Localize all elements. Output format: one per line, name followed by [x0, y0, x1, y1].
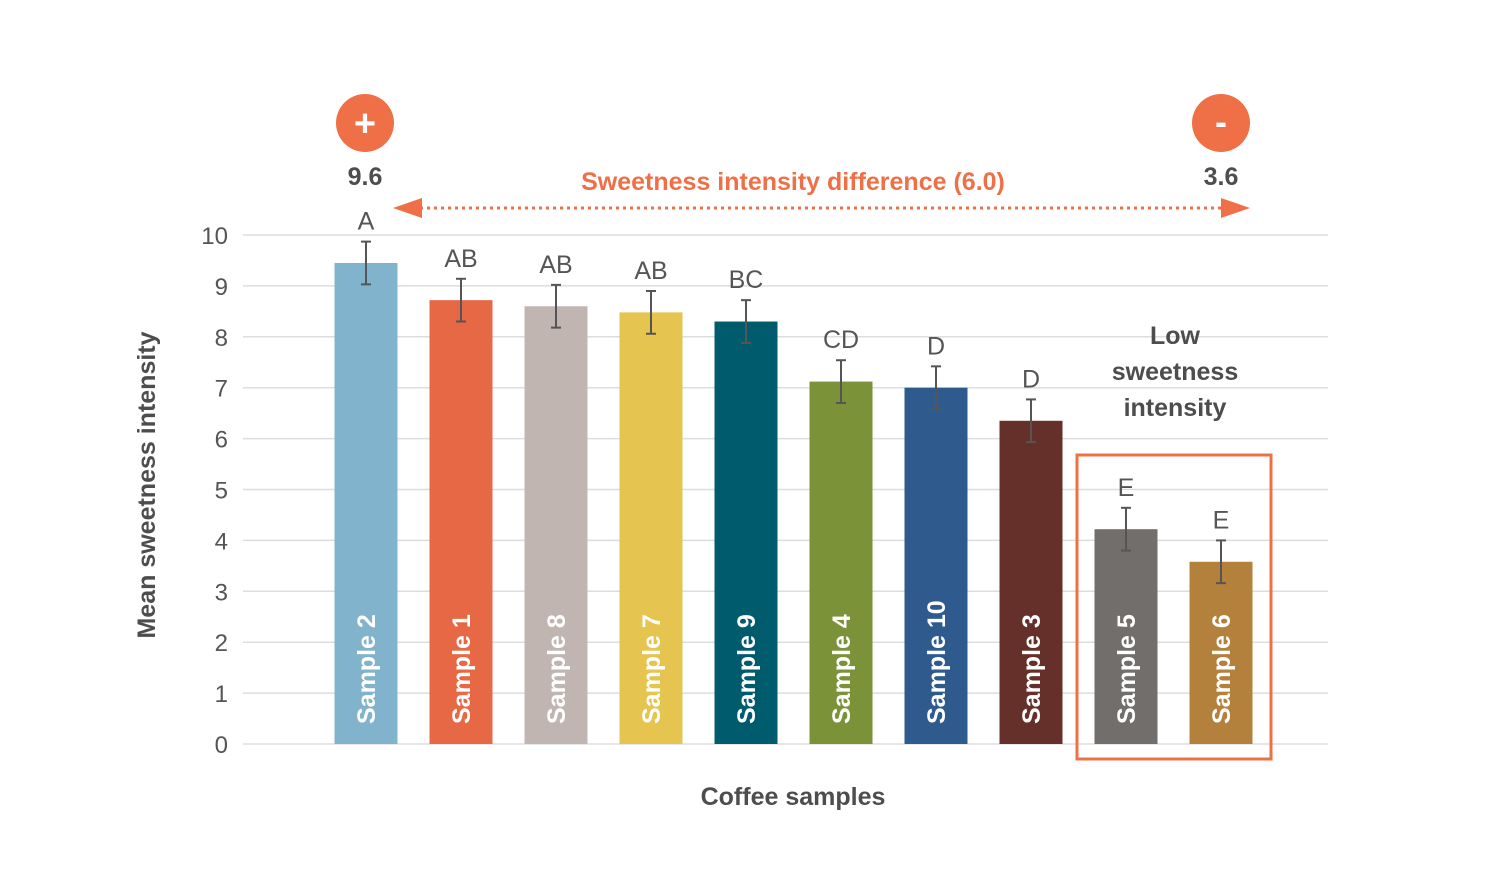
bar-sample-6 [1189, 561, 1253, 744]
bar-labels: Sample 2 Sample 1 Sample 8 Sample 7 Sample 9… [353, 600, 1236, 724]
bar-label-sample-2: Sample 2 [353, 614, 381, 724]
group-letter-sample-10: D [927, 332, 945, 360]
bar-sample-10 [904, 387, 968, 744]
high-value-label: 9.6 [348, 163, 383, 191]
bar-label-sample-6: Sample 6 [1208, 614, 1236, 724]
group-letter-sample-9: BC [729, 266, 764, 294]
arrow-right-icon [1221, 198, 1250, 218]
error-bar-sample-4 [836, 359, 846, 404]
bar-sample-4 [809, 381, 873, 744]
bar-label-sample-3: Sample 3 [1018, 614, 1046, 724]
x-axis-title: Coffee samples [701, 783, 886, 811]
bar-sample-8 [524, 306, 588, 744]
error-bar-sample-5 [1121, 506, 1131, 552]
error-bar-sample-3 [1026, 398, 1036, 444]
difference-arrow [393, 198, 1250, 218]
low-group-label-line-1: Low [1150, 322, 1201, 350]
y-tick-label-6: 6 [215, 427, 228, 454]
y-axis-title: Mean sweetness intensity [133, 331, 161, 638]
y-tick-label-1: 1 [215, 681, 228, 708]
plus-icon: + [354, 103, 376, 145]
low-group-highlight-box [1075, 453, 1273, 761]
bar-sample-5 [1094, 529, 1158, 744]
bar-label-sample-7: Sample 7 [638, 614, 666, 724]
error-bar-sample-1 [456, 277, 466, 323]
bar-sample-1 [429, 300, 493, 744]
group-letters: A AB AB AB BC CD D D E E [358, 208, 1230, 535]
y-tick-label-4: 4 [215, 528, 228, 555]
y-tick-label-9: 9 [215, 274, 228, 301]
group-letter-sample-2: A [358, 208, 375, 236]
bar-sample-2 [334, 262, 398, 744]
y-tick-label-5: 5 [215, 478, 228, 505]
error-bar-sample-6 [1216, 539, 1226, 585]
group-letter-sample-3: D [1022, 365, 1040, 393]
arrow-left-icon [393, 198, 422, 218]
bar-label-sample-4: Sample 4 [828, 614, 856, 724]
minus-icon: - [1215, 101, 1227, 142]
plus-badge: + [336, 94, 394, 152]
group-letter-sample-1: AB [444, 245, 477, 273]
low-value-label: 3.6 [1204, 163, 1239, 191]
y-tick-label-0: 0 [215, 732, 228, 759]
low-group-label-line-3: intensity [1124, 394, 1227, 422]
bar-label-sample-5: Sample 5 [1113, 614, 1141, 724]
y-tick-label-7: 7 [215, 376, 228, 403]
minus-circle [1192, 94, 1250, 152]
error-bars [361, 240, 1226, 585]
group-letter-sample-4: CD [823, 326, 859, 354]
error-bar-sample-2 [361, 240, 371, 286]
plus-circle [336, 94, 394, 152]
bar-sample-7 [619, 312, 683, 744]
minus-badge: - [1192, 94, 1250, 152]
bar-label-sample-10: Sample 10 [923, 600, 951, 724]
bars [334, 262, 1253, 744]
bar-label-sample-9: Sample 9 [733, 614, 761, 724]
error-bar-sample-9 [741, 299, 751, 344]
error-bar-sample-10 [931, 365, 941, 411]
bar-sample-9 [714, 321, 778, 744]
y-tick-label-3: 3 [215, 579, 228, 606]
group-letter-sample-5: E [1118, 474, 1135, 502]
y-tick-label-10: 10 [201, 223, 228, 250]
group-letter-sample-8: AB [539, 251, 572, 279]
low-group-label-line-2: sweetness [1112, 358, 1238, 386]
group-letter-sample-7: AB [634, 257, 667, 285]
y-tick-label-2: 2 [215, 630, 228, 657]
error-bar-sample-7 [646, 289, 656, 335]
difference-label: Sweetness intensity difference (6.0) [581, 168, 1005, 196]
bar-sample-3 [999, 420, 1063, 744]
y-tick-label-8: 8 [215, 325, 228, 352]
bar-label-sample-1: Sample 1 [448, 614, 476, 724]
bar-label-sample-8: Sample 8 [543, 614, 571, 724]
gridlines [243, 234, 1328, 745]
group-letter-sample-6: E [1213, 506, 1230, 534]
low-group-label: Low sweetness intensity [1112, 322, 1238, 422]
y-axis-ticks: 0 1 2 3 4 5 6 7 8 9 10 [201, 223, 228, 759]
error-bar-sample-8 [551, 283, 561, 329]
